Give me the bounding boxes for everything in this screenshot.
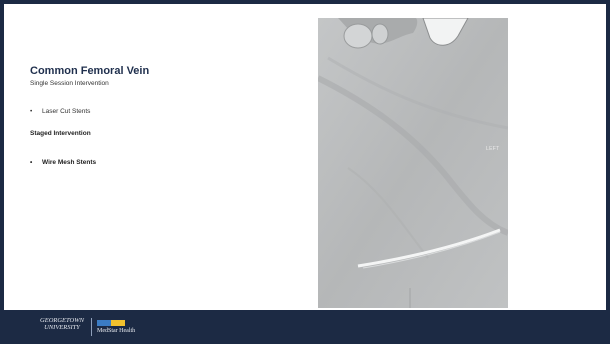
- slide-title: Common Femoral Vein: [30, 65, 149, 77]
- medstar-logo-yellow-bar: [111, 320, 125, 326]
- medstar-logo-icon: [97, 320, 129, 326]
- bullet-text: Wire Mesh Stents: [42, 159, 96, 166]
- university-logo-line-2: UNIVERSITY: [36, 325, 88, 332]
- bullet-marker: •: [30, 108, 42, 115]
- bullet-item-wire-mesh-stents: • Wire Mesh Stents: [30, 159, 96, 166]
- medstar-logo-blue-bar: [97, 320, 111, 326]
- venogram-graphic: [318, 18, 508, 308]
- logo-divider: [91, 318, 92, 336]
- bullet-item-laser-cut-stents: • Laser Cut Stents: [30, 108, 90, 115]
- bullet-text: Laser Cut Stents: [42, 108, 90, 115]
- section-heading-staged: Staged Intervention: [30, 130, 91, 137]
- image-side-label: LEFT: [486, 146, 499, 152]
- venogram-image: [318, 18, 508, 308]
- slide-content-panel: [4, 4, 606, 310]
- slide-subtitle: Single Session Intervention: [30, 80, 109, 87]
- bullet-marker: •: [30, 159, 42, 166]
- medstar-health-logo-text: MedStar Health: [97, 328, 135, 334]
- georgetown-university-logo: GEORGETOWN UNIVERSITY: [36, 318, 88, 331]
